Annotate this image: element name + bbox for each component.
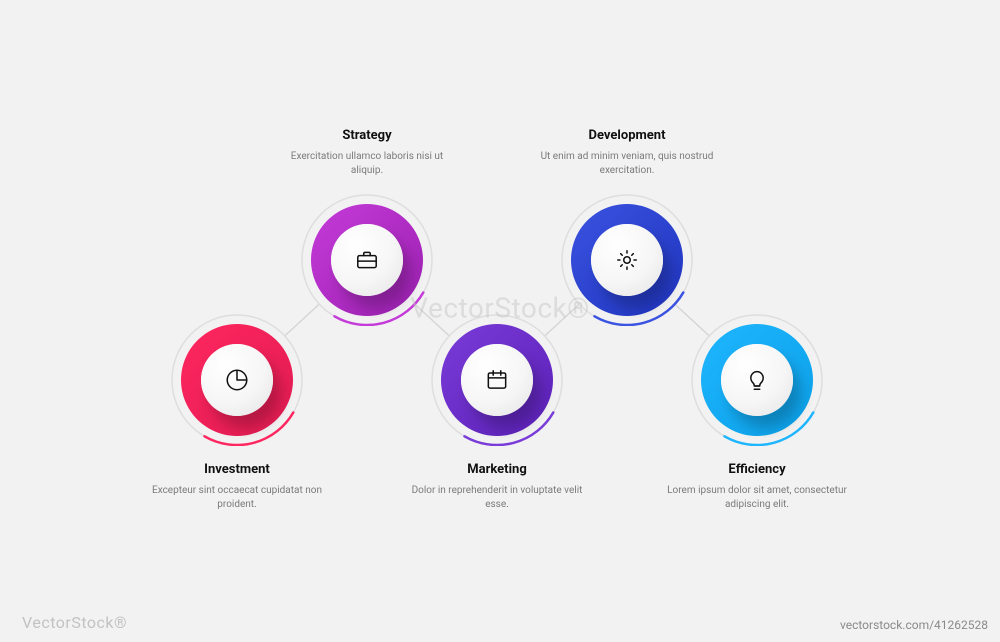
node-marketing [431, 314, 563, 446]
text-strategy: Strategy Exercitation ullamco laboris nis… [277, 128, 457, 179]
text-development: Development Ut enim ad minim veniam, quis… [537, 128, 717, 179]
briefcase-icon [354, 247, 380, 273]
node-desc: Dolor in reprehenderit in voluptate veli… [407, 484, 587, 513]
node-title: Development [537, 128, 717, 144]
text-marketing: Marketing Dolor in reprehenderit in volup… [407, 462, 587, 513]
node-title: Strategy [277, 128, 457, 144]
watermark-center: VectorStock® [410, 292, 589, 325]
calendar-icon [484, 367, 510, 393]
node-investment [171, 314, 303, 446]
node-desc: Lorem ipsum dolor sit amet, consectetur … [667, 484, 847, 513]
node-desc: Exercitation ullamco laboris nisi ut ali… [277, 150, 457, 179]
node-efficiency [691, 314, 823, 446]
watermark-bottom-left: VectorStock® [22, 613, 127, 632]
node-title: Efficiency [667, 462, 847, 478]
node-desc: Excepteur sint occaecat cupidatat non pr… [147, 484, 327, 513]
node-desc: Ut enim ad minim veniam, quis nostrud ex… [537, 150, 717, 179]
node-title: Investment [147, 462, 327, 478]
pie-chart-icon [224, 367, 250, 393]
infographic-canvas: Investment Excepteur sint occaecat cupida… [0, 0, 1000, 642]
node-title: Marketing [407, 462, 587, 478]
bulb-icon [744, 367, 770, 393]
gear-icon [614, 247, 640, 273]
text-investment: Investment Excepteur sint occaecat cupida… [147, 462, 327, 513]
text-efficiency: Efficiency Lorem ipsum dolor sit amet, co… [667, 462, 847, 513]
stock-id: vectorstock.com/41262528 [840, 618, 988, 632]
